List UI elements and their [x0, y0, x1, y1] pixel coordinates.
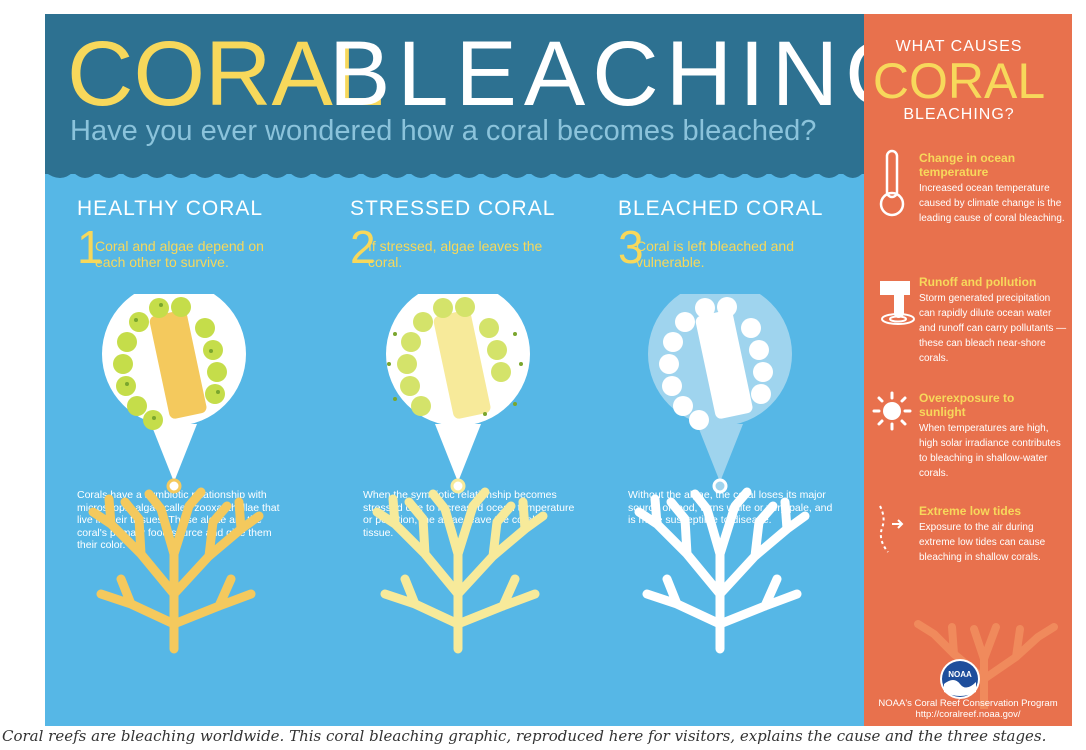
heading-healthy: HEALTHY CORAL — [77, 197, 264, 220]
coral-branches — [634, 487, 810, 654]
coral-tissue — [695, 310, 753, 419]
sidebar-bleaching: BLEACHING? — [903, 106, 1015, 123]
desc-bleached: Coral is left bleached and vulnerable. — [636, 238, 794, 270]
number-3: 3 — [618, 221, 644, 273]
healthy-coral-illustration — [88, 294, 264, 654]
sidebar-what-causes: WHAT CAUSES — [895, 38, 1023, 55]
bleached-cells — [659, 297, 773, 430]
cause-text-sunlight: When temperatures are high, high solar i… — [919, 423, 1061, 479]
sidebar-heading: WHAT CAUSES CORAL BLEACHING? — [864, 38, 1054, 124]
magnifier-cone — [151, 424, 197, 482]
desc-stressed: If stressed, algae leaves the coral. — [368, 238, 543, 270]
cause-text-low-tides: Exposure to the air during extreme low t… — [919, 522, 1046, 563]
stressed-coral-illustration — [372, 294, 548, 654]
coral-branches — [372, 487, 548, 654]
cause-title-runoff: Runoff and pollution — [919, 275, 1037, 289]
coral-tissue — [433, 310, 491, 419]
noaa-credit: NOAA's Coral Reef Conservation Program h… — [864, 698, 1072, 720]
coral-branches — [88, 487, 264, 654]
wave-border — [45, 164, 864, 178]
cause-text-runoff: Storm generated precipitation can rapidl… — [919, 293, 1067, 364]
coral-tissue — [149, 310, 207, 419]
algae-cells — [397, 297, 511, 416]
magnifier-cone — [435, 424, 481, 482]
noaa-logo: NOAA — [940, 659, 980, 699]
noaa-logo-text: NOAA — [948, 670, 972, 679]
sidebar-coral: CORAL — [872, 53, 1046, 109]
infographic: CORAL BLEACHING Have you ever wondered h… — [45, 14, 1072, 726]
number-2: 2 — [350, 221, 376, 273]
runoff-icon — [880, 281, 915, 325]
heading-bleached: BLEACHED CORAL — [618, 197, 824, 220]
low-tide-icon — [879, 505, 904, 553]
title-coral: CORAL — [67, 23, 384, 125]
causes-sidebar: WHAT CAUSES CORAL BLEACHING? Change in o… — [864, 14, 1072, 726]
noaa-org-name: NOAA's Coral Reef Conservation Program — [878, 698, 1058, 709]
magnifier-dot — [712, 478, 728, 494]
thermometer-icon — [879, 149, 905, 217]
cause-title-temperature: Change in ocean temperature — [919, 151, 1016, 179]
desc-healthy: Coral and algae depend on each other to … — [95, 238, 264, 270]
title-bleaching: BLEACHING — [329, 23, 924, 125]
sun-icon — [872, 391, 912, 431]
heading-stressed: STRESSED CORAL — [350, 197, 556, 220]
image-caption: Coral reefs are bleaching worldwide. Thi… — [2, 727, 1047, 745]
magnifier-dot — [450, 478, 466, 494]
magnifier-dot — [166, 478, 182, 494]
bleached-coral-illustration — [634, 294, 810, 654]
header-band: CORAL BLEACHING Have you ever wondered h… — [45, 14, 917, 174]
cause-title-sunlight: Overexposure to sunlight — [919, 391, 1015, 419]
magnifier-cone — [697, 424, 743, 482]
sidebar-coral-decoration — [914, 620, 1058, 709]
number-1: 1 — [77, 221, 103, 273]
subtitle: Have you ever wondered how a coral becom… — [70, 115, 817, 147]
cause-title-low-tides: Extreme low tides — [919, 504, 1022, 518]
noaa-url[interactable]: http://coralreef.noaa.gov/ — [915, 709, 1021, 720]
cause-text-temperature: Increased ocean temperature caused by cl… — [919, 183, 1065, 224]
algae-cells — [113, 297, 227, 430]
